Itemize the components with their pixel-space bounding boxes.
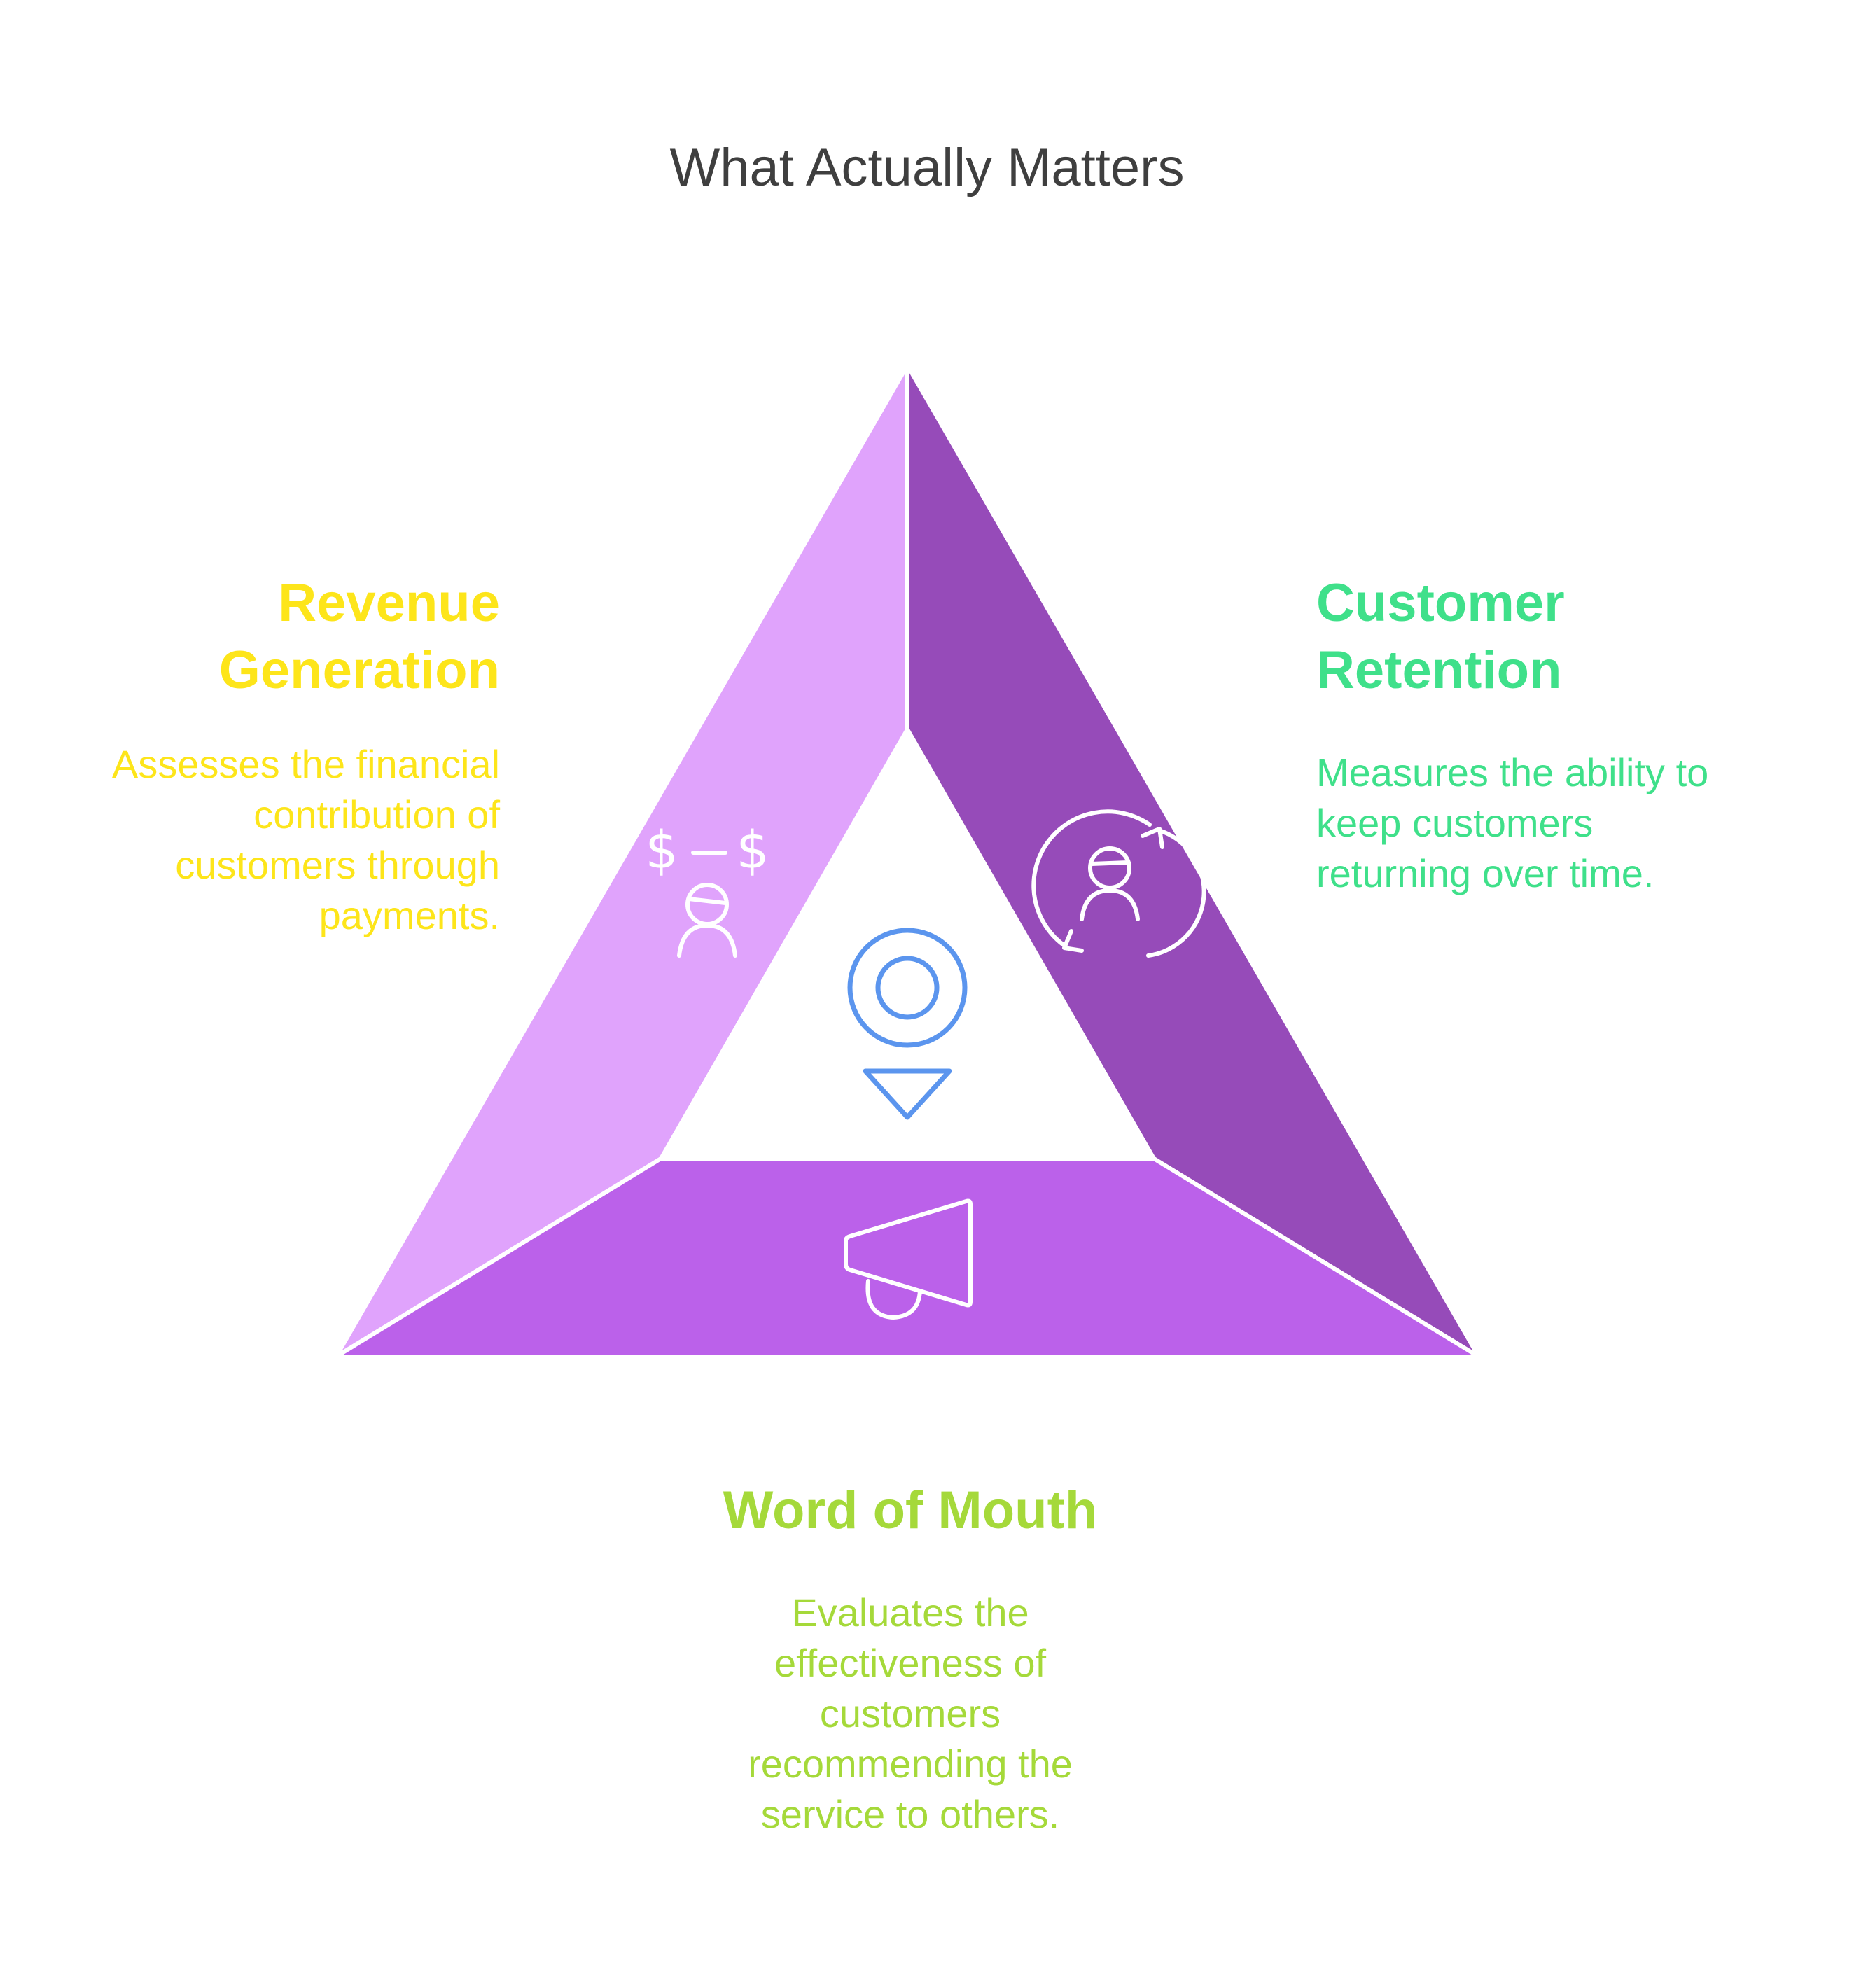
retention-desc-line: keep customers	[1316, 801, 1594, 845]
svg-text:$: $	[736, 820, 769, 881]
retention-heading: Customer Retention	[1316, 570, 1820, 704]
word-of-mouth-desc-line: customers	[819, 1691, 1001, 1735]
megaphone-icon	[844, 1198, 973, 1320]
revenue-heading-line1: Revenue	[278, 573, 500, 633]
retention-desc-line: Measures the ability to	[1316, 750, 1709, 794]
inner-triangle	[661, 729, 1154, 1158]
retention-heading-line2: Retention	[1316, 640, 1562, 700]
revenue-desc-line: Assesses the financial	[111, 742, 500, 786]
word-of-mouth-desc-line: effectiveness of	[774, 1641, 1047, 1685]
word-of-mouth-desc-line: recommending the	[748, 1742, 1073, 1786]
revenue-desc-line: payments.	[319, 893, 500, 937]
revenue-description: Assesses the financial contribution of c…	[42, 739, 500, 941]
word-of-mouth-desc-line: Evaluates the	[791, 1590, 1029, 1634]
revenue-heading: Revenue Generation	[42, 570, 500, 704]
retention-description: Measures the ability to keep customers r…	[1316, 748, 1820, 899]
svg-text:$: $	[645, 820, 678, 881]
word-of-mouth-heading: Word of Mouth	[723, 1480, 1098, 1540]
page-title: What Actually Matters	[669, 138, 1185, 197]
customer-payment-icon: $ $	[645, 820, 769, 958]
revenue-heading-line2: Generation	[218, 640, 500, 700]
retention-heading-line1: Customer	[1316, 573, 1565, 633]
location-pin-icon	[847, 927, 968, 1120]
customer-cycle-icon	[1031, 809, 1206, 958]
revenue-desc-line: customers through	[175, 843, 500, 887]
word-of-mouth-desc-line: service to others.	[760, 1792, 1060, 1836]
revenue-desc-line: contribution of	[253, 792, 500, 836]
retention-desc-line: returning over time.	[1316, 851, 1654, 895]
word-of-mouth-description: Evaluates the effectiveness of customers…	[686, 1588, 1134, 1840]
